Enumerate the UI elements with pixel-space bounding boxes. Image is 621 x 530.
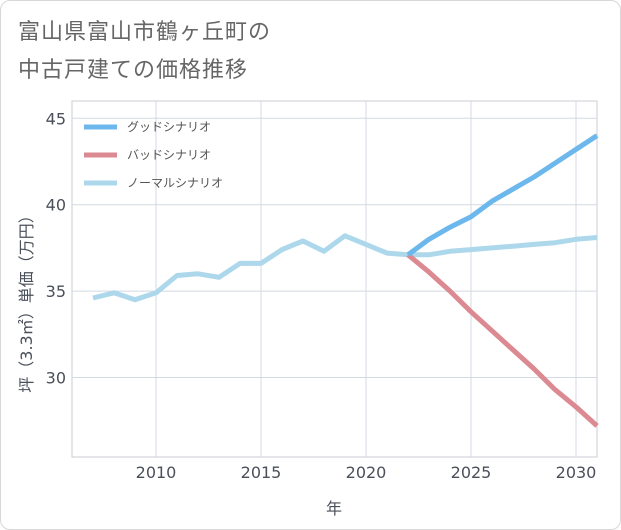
y-tick-labels: 30 35 40 45 xyxy=(46,109,66,387)
chart-title-line-1: 富山県富山市鶴ヶ丘町の xyxy=(18,20,272,45)
x-tick-label: 2025 xyxy=(451,463,492,482)
y-axis-label: 坪（3.3㎡）単価（万円） xyxy=(17,207,36,392)
chart-title: 富山県富山市鶴ヶ丘町の 中古戸建ての価格推移 xyxy=(18,14,578,90)
x-axis-label: 年 xyxy=(326,499,342,518)
series-lines xyxy=(92,133,599,428)
plot-area xyxy=(71,100,598,458)
series-line-1 xyxy=(406,252,599,428)
x-tick-labels: 2010 2015 2020 2025 2030 xyxy=(136,463,597,482)
x-tick-label: 2030 xyxy=(556,463,597,482)
x-tick-label: 2010 xyxy=(136,463,177,482)
grid-lines xyxy=(72,101,597,457)
y-tick-label: 45 xyxy=(46,109,66,128)
series-line-0 xyxy=(406,133,599,257)
x-tick-label: 2015 xyxy=(241,463,282,482)
x-tick-label: 2020 xyxy=(346,463,387,482)
chart-title-line-2: 中古戸建ての価格推移 xyxy=(18,58,249,83)
y-tick-label: 35 xyxy=(46,282,66,301)
y-tick-label: 40 xyxy=(46,196,66,215)
series-line-2 xyxy=(92,233,598,303)
legend-label-1: バッドシナリオ xyxy=(127,148,211,162)
legend-label-2: ノーマルシナリオ xyxy=(127,176,223,190)
y-tick-label: 30 xyxy=(46,369,66,388)
legend-label-0: グッドシナリオ xyxy=(127,120,211,134)
